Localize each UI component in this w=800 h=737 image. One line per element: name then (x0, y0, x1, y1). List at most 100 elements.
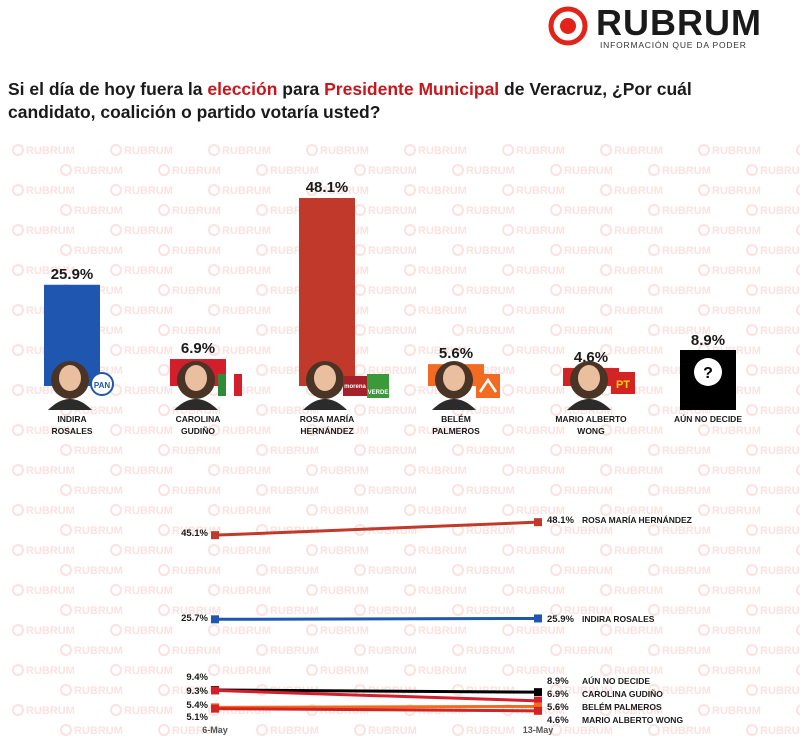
watermark-text: RUBRUM (516, 225, 565, 237)
watermark-icon (256, 444, 268, 456)
watermark-text: RUBRUM (172, 165, 221, 177)
watermark-mark: RUBRUM (452, 284, 515, 297)
watermark-text: RUBRUM (74, 205, 123, 217)
watermark-icon (698, 464, 710, 476)
watermark-text: RUBRUM (564, 325, 613, 337)
watermark-icon (746, 444, 758, 456)
watermark-mark: RUBRUM (698, 504, 761, 517)
watermark-icon (746, 364, 758, 376)
watermark-text: RUBRUM (222, 345, 271, 357)
watermark-mark: RUBRUM (404, 304, 467, 317)
watermark-icon (648, 404, 660, 416)
candidate-name-label: BELÉM (441, 414, 471, 424)
series-start-value-label: 9.3% (186, 686, 208, 697)
watermark-icon (452, 284, 464, 296)
watermark-text: RUBRUM (74, 525, 123, 537)
watermark-icon (452, 444, 464, 456)
portrait-body (174, 399, 218, 410)
watermark-icon (306, 584, 318, 596)
watermark-text: RUBRUM (124, 585, 173, 597)
watermark-icon (452, 204, 464, 216)
candidate-group: 4.6% PT MARIO ALBERTO WONG (555, 349, 635, 436)
watermark-icon (746, 204, 758, 216)
watermark-mark: RUBRUM (110, 224, 173, 237)
watermark-icon (354, 604, 366, 616)
watermark-mark: RUBRUM (12, 504, 75, 517)
party-badge: PAN (90, 372, 114, 396)
party-logo-verde-icon (367, 374, 389, 398)
party-badge: PT (611, 372, 635, 394)
watermark-icon (158, 484, 170, 496)
watermark-icon (746, 684, 758, 696)
watermark-icon (452, 244, 464, 256)
watermark-mark: RUBRUM (12, 624, 75, 637)
watermark-icon (306, 424, 318, 436)
watermark-text: RUBRUM (564, 285, 613, 297)
watermark-mark: RUBRUM (60, 604, 123, 617)
watermark-text: RUBRUM (516, 345, 565, 357)
watermark-text: RUBRUM (368, 405, 417, 417)
candidate-group: 25.9% PAN INDIRA ROSALES (44, 266, 114, 436)
watermark-icon (256, 284, 268, 296)
watermark-text: RUBRUM (172, 525, 221, 537)
watermark-mark: RUBRUM (110, 664, 173, 677)
watermark-text: RUBRUM (516, 465, 565, 477)
watermark-text: RUBRUM (466, 525, 515, 537)
watermark-text: RUBRUM (172, 325, 221, 337)
watermark-mark: RUBRUM (354, 484, 417, 497)
watermark-icon (256, 524, 268, 536)
watermark-mark: RUBRUM (600, 504, 663, 517)
watermark-mark: RUBRUM (354, 644, 417, 657)
watermark-icon (796, 584, 800, 596)
watermark-icon (110, 184, 122, 196)
watermark-icon (648, 444, 660, 456)
watermark-icon (404, 304, 416, 316)
watermark-mark: RUBRUM (306, 424, 369, 437)
watermark-mark: RUBRUM (648, 284, 711, 297)
portrait-face (185, 365, 207, 391)
watermark-mark: RUBRUM (60, 724, 123, 737)
watermark-icon (110, 224, 122, 236)
portrait-face (443, 365, 465, 391)
watermark-mark: RUBRUM (306, 664, 369, 677)
unknown-head (694, 358, 722, 386)
watermark-text: RUBRUM (662, 285, 711, 297)
watermark-icon (698, 424, 710, 436)
watermark-mark: RUBRUM (110, 584, 173, 597)
watermark-text: RUBRUM (614, 625, 663, 637)
watermark-icon (452, 684, 464, 696)
watermark-text: RUBRUM (26, 665, 75, 677)
watermark-icon (12, 424, 24, 436)
series-point-start (211, 704, 219, 713)
candidate-name-label: WONG (577, 426, 605, 436)
watermark-mark: RUBRUM (796, 424, 800, 436)
watermark-mark: RUBRUM (796, 184, 800, 196)
watermark-mark: RUBRUM (796, 224, 800, 236)
watermark-mark: RUBRUM (404, 624, 467, 637)
watermark-text: RUBRUM (368, 445, 417, 457)
watermark-text: RUBRUM (368, 605, 417, 617)
watermark-icon (110, 624, 122, 636)
watermark-text: RUBRUM (222, 225, 271, 237)
watermark-icon (502, 424, 514, 436)
watermark-icon (698, 144, 710, 156)
party-badge-text: PT (616, 379, 630, 391)
watermark-mark: RUBRUM (306, 504, 369, 517)
watermark-mark: RUBRUM (550, 644, 613, 657)
watermark-text: RUBRUM (418, 585, 467, 597)
watermark-icon (746, 244, 758, 256)
candidate-group: 5.6% BELÉM PALMEROS (428, 345, 500, 436)
watermark-mark: RUBRUM (452, 564, 515, 577)
watermark-icon (502, 264, 514, 276)
watermark-mark: RUBRUM (502, 544, 565, 557)
candidate-group: 8.9%? AÚN NO DECIDE (674, 332, 742, 424)
watermark-mark: RUBRUM (452, 724, 515, 737)
watermark-icon (796, 504, 800, 516)
watermark-mark: RUBRUM (746, 404, 800, 417)
watermark-mark: RUBRUM (208, 304, 271, 317)
watermark-text: RUBRUM (74, 565, 123, 577)
watermark-mark: RUBRUM (452, 604, 515, 617)
watermark-icon (698, 184, 710, 196)
watermark-mark: RUBRUM (746, 524, 800, 537)
